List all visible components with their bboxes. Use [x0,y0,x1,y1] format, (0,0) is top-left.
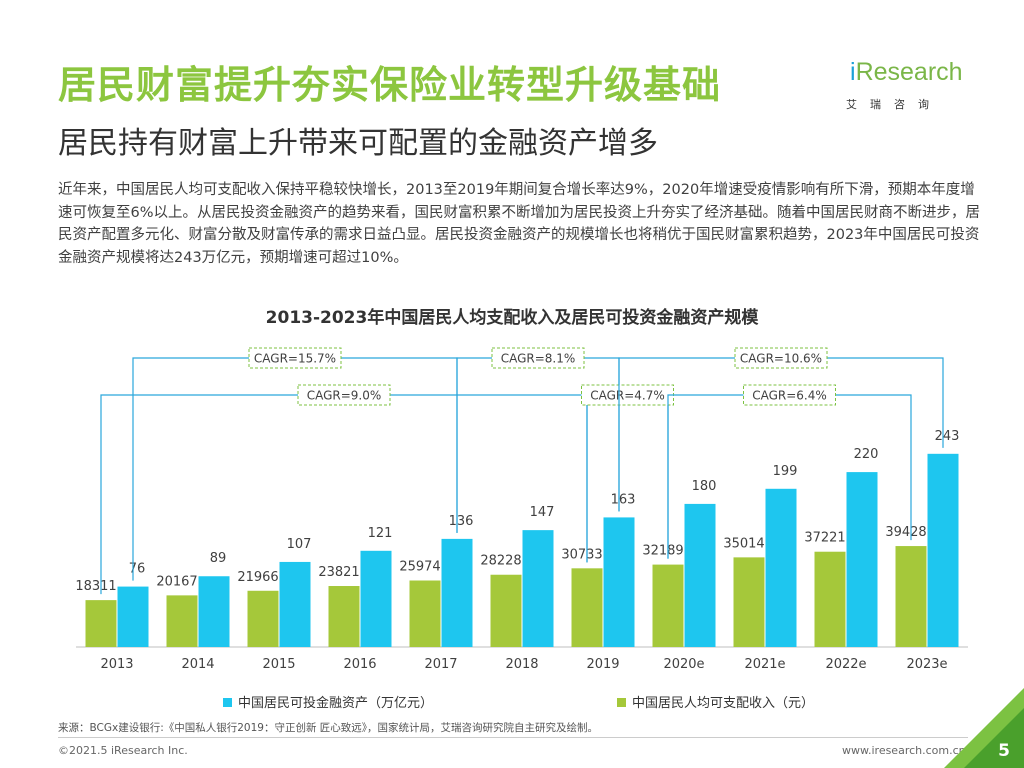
logo-name: Research [855,58,963,86]
x-tick-2014: 2014 [181,657,214,672]
iresearch-logo: iResearch 艾瑞咨询 [846,58,976,118]
footer-divider [58,737,968,738]
legend-item-income: 中国居民人均可支配收入（元） [617,692,814,711]
cagr-bracket-4 [618,357,944,512]
cagr-box-5 [743,384,836,406]
x-tick-2018: 2018 [505,657,538,672]
copyright: ©2021.5 iResearch Inc. [58,744,188,757]
legend-label-assets: 中国居民可投金融资产（万亿元） [238,696,434,711]
label-assets-2022e: 220 [854,447,879,462]
bar-assets-2014 [198,576,230,647]
bar-assets-2023e [927,453,959,647]
bar-assets-2013 [117,586,149,647]
label-assets-2017: 136 [449,514,474,529]
legend-label-income: 中国居民人均可支配收入（元） [632,696,815,711]
bar-income-2019 [571,568,603,647]
cagr-label-2: CAGR=8.1% [501,352,576,366]
bar-income-2021e [733,557,765,647]
x-tick-2016: 2016 [343,657,376,672]
cagr-label-1: CAGR=9.0% [307,389,382,403]
source-note: 来源：BCGx建设银行:《中国私人银行2019：守正创新 匠心致远》，国家统计局… [58,722,599,734]
cagr-box-1 [297,384,391,406]
label-income-2016: 23821 [318,565,359,580]
bar-income-2022e [814,551,846,647]
cagr-box-2 [491,347,585,369]
bar-income-2017 [409,580,441,647]
bar-assets-2017 [441,538,473,647]
x-tick-2015: 2015 [262,657,295,672]
legend-swatch-blue [223,698,232,707]
website-link[interactable]: www.iresearch.com.cn [842,744,966,757]
page-title: 居民财富提升夯实保险业转型升级基础 [58,63,722,107]
legend-item-assets: 中国居民可投金融资产（万亿元） [223,692,433,711]
bar-income-2014 [166,595,198,647]
cagr-label-3: CAGR=4.7% [590,389,665,403]
x-tick-2019: 2019 [586,657,619,672]
bar-income-2016 [328,586,360,647]
x-tick-2020e: 2020e [663,657,704,672]
label-income-2013: 18311 [75,579,116,594]
label-assets-2015: 107 [287,537,312,552]
page-subtitle: 居民持有财富上升带来可配置的金融资产增多 [58,126,658,161]
x-tick-2022e: 2022e [825,657,866,672]
bar-income-2018 [490,574,522,647]
label-assets-2018: 147 [530,505,555,520]
label-income-2021e: 35014 [723,536,764,551]
cagr-label-5: CAGR=6.4% [752,389,827,403]
label-income-2014: 20167 [156,574,197,589]
bar-assets-2015 [279,561,311,647]
cagr-box-0 [248,347,342,369]
label-assets-2023e: 243 [935,429,960,444]
bar-income-2013 [85,600,117,647]
label-income-2018: 28228 [480,554,521,569]
logo-wordmark: iResearch [850,58,963,87]
cagr-label-4: CAGR=10.6% [740,352,822,366]
bar-assets-2018 [522,530,554,647]
x-tick-2017: 2017 [424,657,457,672]
chart-title: 2013-2023年中国居民人均支配收入及居民可投资金融资产规模 [265,308,759,328]
label-income-2020e: 32189 [642,544,683,559]
page-number: 5 [998,741,1010,761]
corner-decoration [944,688,1024,768]
x-tick-2023e: 2023e [906,657,947,672]
label-assets-2021e: 199 [773,464,798,479]
cagr-box-4 [734,347,828,369]
label-income-2019: 30733 [561,547,602,562]
bar-assets-2020e [684,503,716,647]
intro-paragraph: 近年来，中国居民人均可支配收入保持平稳较快增长，2013至2019年期间复合增长… [58,182,980,266]
label-income-2017: 25974 [399,560,440,575]
label-income-2022e: 37221 [804,531,845,546]
cagr-label-0: CAGR=15.7% [254,352,336,366]
bar-income-2015 [247,590,279,647]
x-tick-2013: 2013 [100,657,133,672]
bar-assets-2021e [765,488,797,647]
logo-subtitle: 艾瑞咨询 [846,98,942,111]
bar-assets-2019 [603,517,635,647]
label-assets-2014: 89 [210,551,227,566]
label-income-2015: 21966 [237,570,278,585]
label-assets-2016: 121 [368,526,393,541]
label-assets-2019: 163 [611,492,636,507]
label-assets-2013: 76 [129,562,146,577]
label-assets-2020e: 180 [692,479,717,494]
label-income-2023e: 39428 [885,525,926,540]
legend-swatch-green [617,698,626,707]
x-tick-2021e: 2021e [744,657,785,672]
bar-assets-2016 [360,550,392,647]
bar-income-2023e [895,546,927,647]
logo-i: i [850,58,856,86]
cagr-bracket-5 [667,394,912,559]
bar-chart: 18311 76 2013 20167 89 2014 21966 107 2015 23821 1… [75,347,968,672]
bar-assets-2022e [846,472,878,647]
bar-income-2020e [652,564,684,647]
